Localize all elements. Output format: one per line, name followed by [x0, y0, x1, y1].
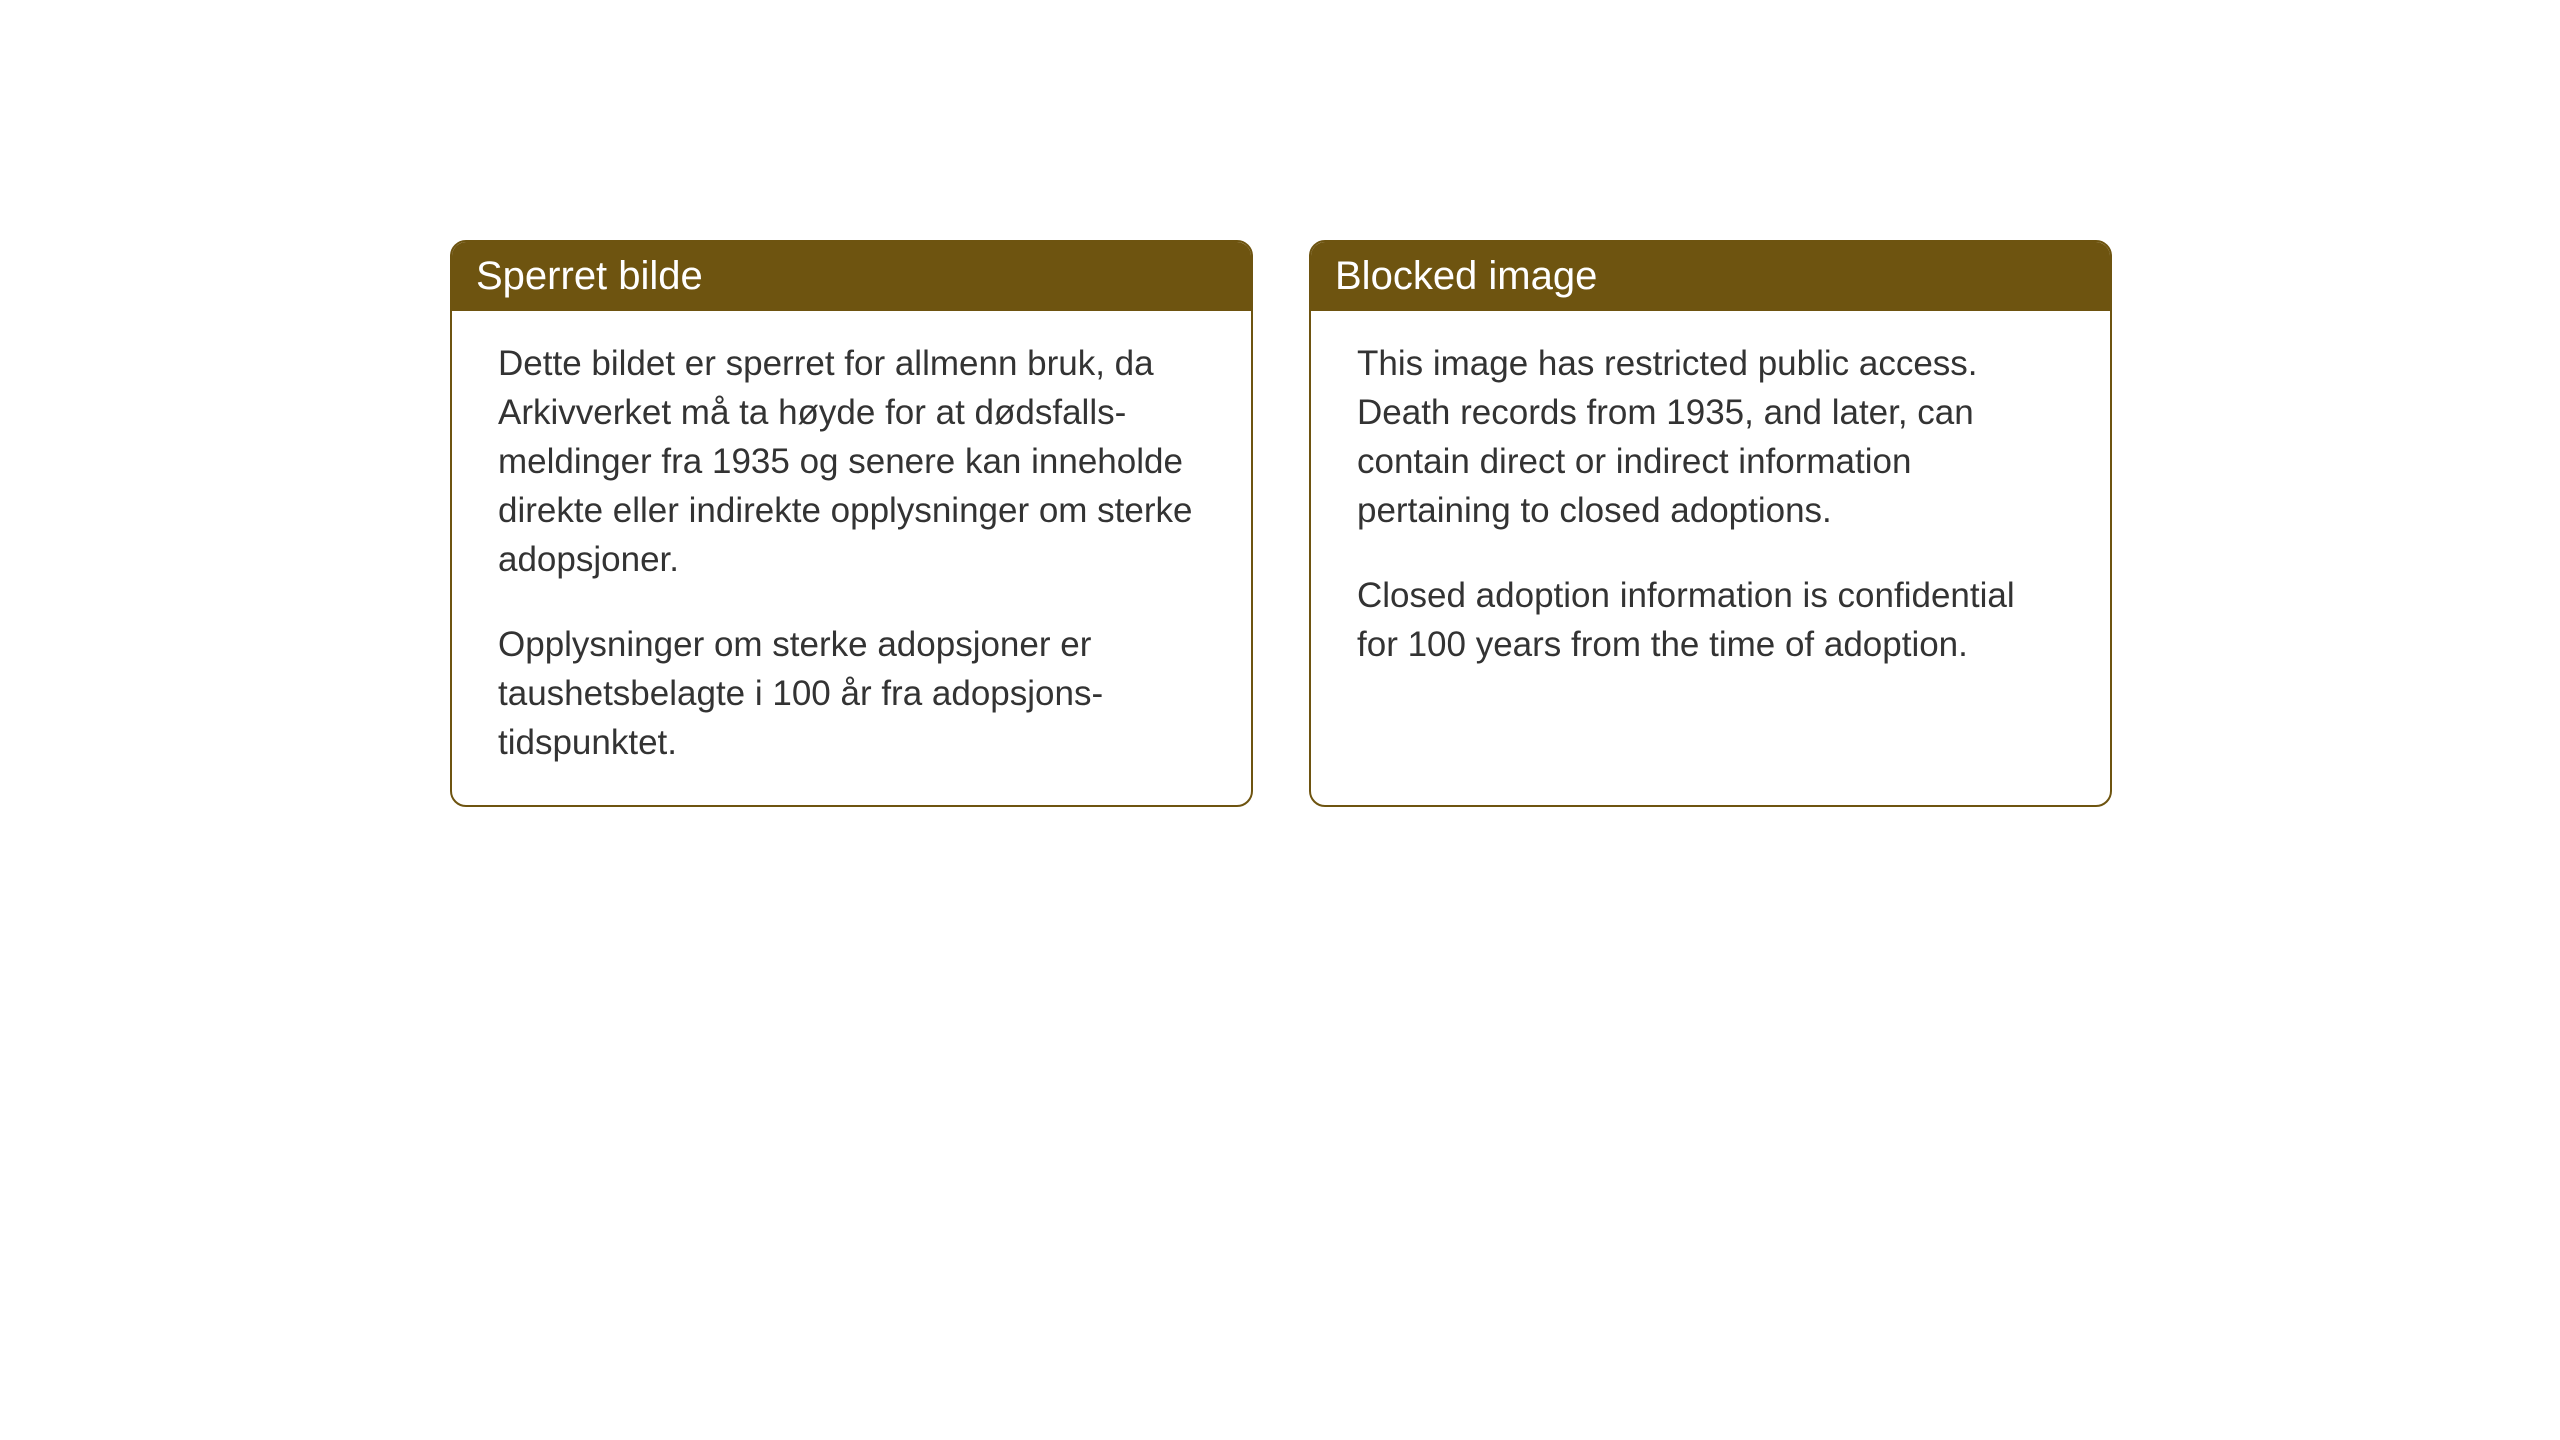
panel-body-norwegian: Dette bildet er sperret for allmenn bruk… — [452, 311, 1251, 805]
panel-body-english: This image has restricted public access.… — [1311, 311, 2110, 707]
panel-paragraph: Closed adoption information is confident… — [1357, 571, 2064, 669]
panel-norwegian: Sperret bilde Dette bildet er sperret fo… — [450, 240, 1253, 807]
panel-header-norwegian: Sperret bilde — [452, 242, 1251, 311]
panel-paragraph: Opplysninger om sterke adopsjoner er tau… — [498, 620, 1205, 767]
panel-english: Blocked image This image has restricted … — [1309, 240, 2112, 807]
panel-header-english: Blocked image — [1311, 242, 2110, 311]
panels-container: Sperret bilde Dette bildet er sperret fo… — [450, 240, 2112, 807]
panel-paragraph: This image has restricted public access.… — [1357, 339, 2064, 535]
panel-paragraph: Dette bildet er sperret for allmenn bruk… — [498, 339, 1205, 584]
